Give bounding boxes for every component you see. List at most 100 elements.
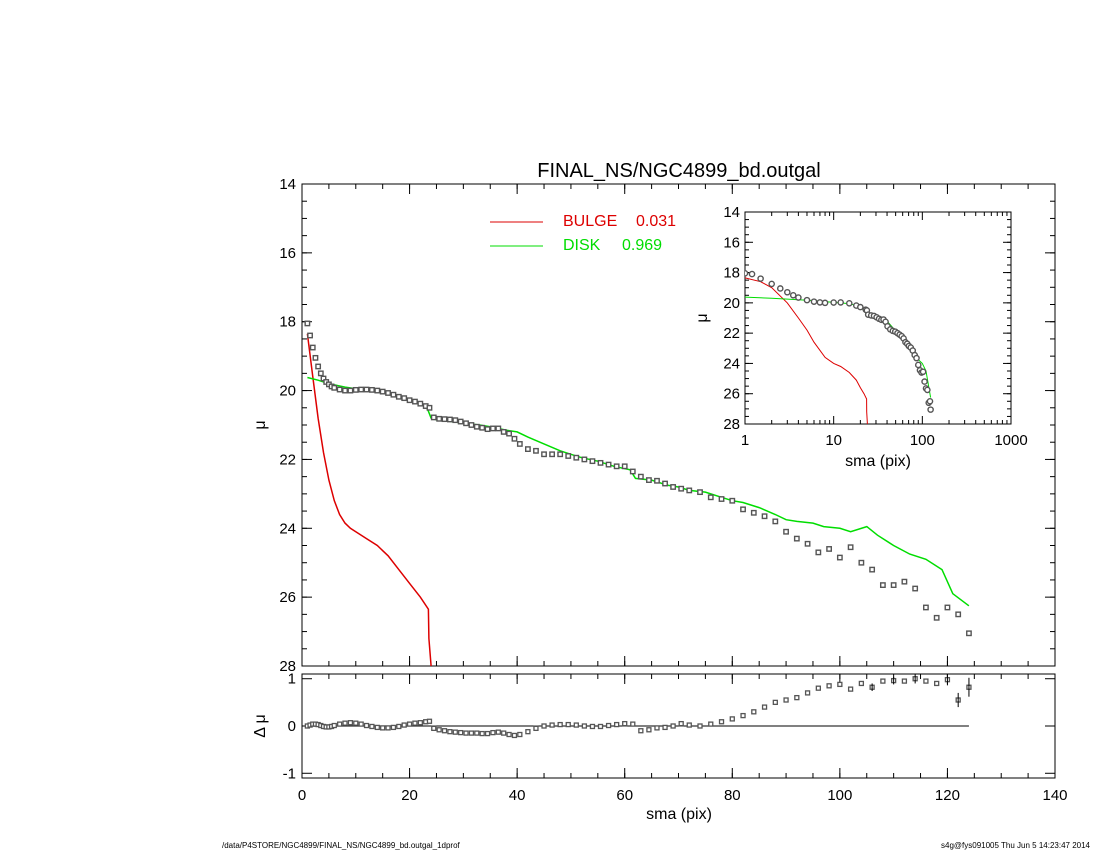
data-point [783,528,789,535]
residual-x-tick-label: 80 [724,787,741,804]
inset-data-point [748,270,756,278]
data-point [707,494,714,501]
residual-point [638,728,644,734]
inset-data-point [803,296,811,304]
inset-axes-ticks [744,211,1012,425]
data-point [374,387,381,394]
data-point [815,549,822,556]
data-point [890,582,897,588]
residual-point [581,723,588,729]
inset-data-point [795,294,802,301]
data-point [317,370,324,377]
inset-y-axis-label: μ [694,313,711,322]
residual-point [468,730,475,736]
residual-x-tick-label: 100 [827,787,852,804]
inset-x-tick-labels: 1 10 100 1000 [741,432,1028,449]
data-point [331,384,338,391]
residual-x-tick-label: 40 [509,787,526,804]
data-point [933,614,940,621]
data-point [385,390,391,396]
residual-point [331,722,337,729]
residual-x-tick-label: 20 [401,787,418,804]
residual-panel: -101 0 20 40 60 80 100 120 140 Δ μ sma (pix) [252,671,1068,823]
data-point [966,630,972,637]
residual-point [417,720,423,726]
data-point [901,578,908,585]
data-point [342,387,348,394]
inset-y-tick-label: 22 [723,325,740,342]
data-point [533,447,539,454]
data-point [573,454,580,461]
inset-data-point [919,368,927,376]
residual-point [474,730,480,736]
inset-y-tick-label: 20 [723,295,740,312]
data-point [390,391,397,398]
residual-point [517,731,523,738]
data-point [549,451,556,458]
inset-x-tick-label: 10 [825,432,842,449]
inset-data-point [837,299,844,306]
inset-data-point [926,397,934,405]
legend-bulge-label: BULGE [563,213,617,230]
data-point [441,416,448,423]
residual-point [541,723,547,729]
data-point [836,554,843,561]
residual-point [708,721,714,727]
residual-point [630,721,636,727]
residual-x-tick-label: 0 [298,787,306,804]
residual-point [336,721,343,727]
residual-point [342,720,348,726]
residual-point [678,720,684,727]
data-point [605,461,612,468]
data-point [304,320,311,327]
residual-point [772,699,778,706]
residual-point [740,712,746,719]
residual-point [525,729,531,735]
data-point [557,451,564,458]
residual-series-group [304,674,972,739]
data-point [500,428,507,435]
residual-point [374,724,380,731]
residual-point [385,725,391,731]
residual-point [686,722,692,728]
data-point [363,386,370,393]
main-y-tick-label: 26 [279,589,296,606]
data-point [772,518,779,525]
residual-point [463,730,469,736]
data-point [581,456,588,463]
residual-point [847,686,854,692]
residual-point [506,731,512,738]
data-point [697,489,703,496]
data-point [347,387,354,394]
residual-point [452,729,458,735]
main-y-tick-label: 18 [279,314,296,331]
residual-point [484,730,491,737]
legend-bulge-value: 0.031 [636,213,676,230]
residual-point [622,720,628,727]
residual-point [495,729,501,735]
inset-data-point [913,354,920,362]
data-point [750,509,757,516]
data-point [912,585,919,592]
data-point [336,386,343,393]
data-point [401,395,408,402]
inset-data-point [821,299,829,307]
residual-point [613,721,620,728]
residual-point [654,725,660,731]
inset-x-axis-label: sma (pix) [845,453,911,470]
inset-data-point [927,406,934,413]
inset-series-group [745,270,934,424]
data-point [718,496,725,502]
data-point [516,441,523,447]
inset-y-tick-label: 24 [723,355,740,372]
data-point [879,582,886,588]
residual-point [670,723,676,729]
data-point [511,435,518,442]
residual-point [923,678,929,684]
data-point [923,604,929,611]
data-point [662,480,668,487]
inset-y-tick-labels: 14 16 18 20 22 24 26 28 [723,204,740,433]
main-y-tick-label: 16 [279,245,296,262]
data-point [646,477,652,483]
